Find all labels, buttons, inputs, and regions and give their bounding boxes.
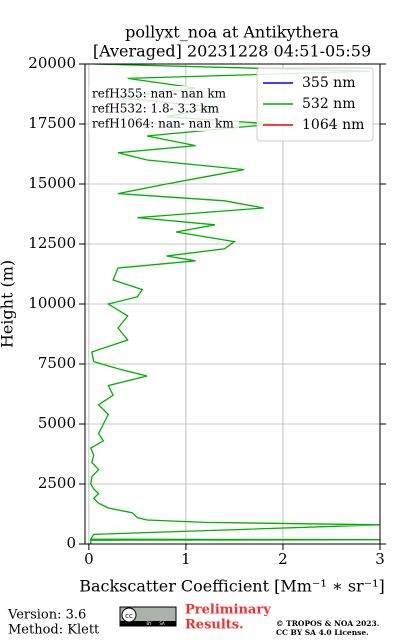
plot-frame <box>84 63 381 545</box>
badge-strip <box>120 621 176 626</box>
y-tick-label: 2500 <box>38 474 76 492</box>
copyright: © TROPOS & NOA 2023. <box>276 619 379 628</box>
y-tick-label: 15000 <box>28 174 76 192</box>
y-tick-label: 7500 <box>38 354 76 372</box>
legend-label: 355 nm <box>302 75 355 91</box>
cc-badge: cc BY SA <box>119 606 177 627</box>
x-tick-label: 1 <box>181 550 191 568</box>
version: Version: 3.6 <box>7 608 86 623</box>
y-tick-label: 5000 <box>38 414 76 432</box>
annotation-bg <box>89 101 239 116</box>
y-tick-label: 12500 <box>28 234 76 252</box>
annotation-bg <box>89 86 239 101</box>
badge-text: BY <box>147 621 153 626</box>
annotation: refH532: 1.8- 3.3 km <box>92 102 220 116</box>
x-tick-label: 3 <box>375 550 385 568</box>
y-tick-label: 20000 <box>28 54 76 72</box>
legend-label: 1064 nm <box>302 117 364 133</box>
copyright: CC BY SA 4.0 License. <box>276 628 369 637</box>
legend-box <box>256 67 374 142</box>
y-tick-label: 0 <box>66 534 76 552</box>
chart-title: [Averaged] 20231228 04:51-05:59 <box>93 42 371 61</box>
chart-title: pollyxt_noa at Antikythera <box>125 23 339 42</box>
annotation: refH355: nan- nan km <box>92 87 227 101</box>
preliminary: Preliminary <box>185 603 271 618</box>
y-axis-label: Height (m) <box>0 260 17 348</box>
preliminary: Results. <box>185 618 244 633</box>
annotation: refH1064: nan- nan km <box>92 117 234 131</box>
y-tick-label: 10000 <box>28 294 76 312</box>
badge-text: SA <box>159 621 165 626</box>
data-line <box>89 64 380 544</box>
x-tick-label: 2 <box>278 550 288 568</box>
x-tick-label: 0 <box>84 550 94 568</box>
badge-circle <box>121 607 137 623</box>
method: Method: Klett <box>8 623 100 638</box>
annotation-bg <box>89 116 239 131</box>
y-tick-label: 17500 <box>28 114 76 132</box>
x-axis-label: Backscatter Coefficient [Mm⁻¹ ∗ sr⁻¹] <box>79 577 385 596</box>
legend-label: 532 nm <box>302 96 355 112</box>
badge-text: cc <box>125 612 133 620</box>
